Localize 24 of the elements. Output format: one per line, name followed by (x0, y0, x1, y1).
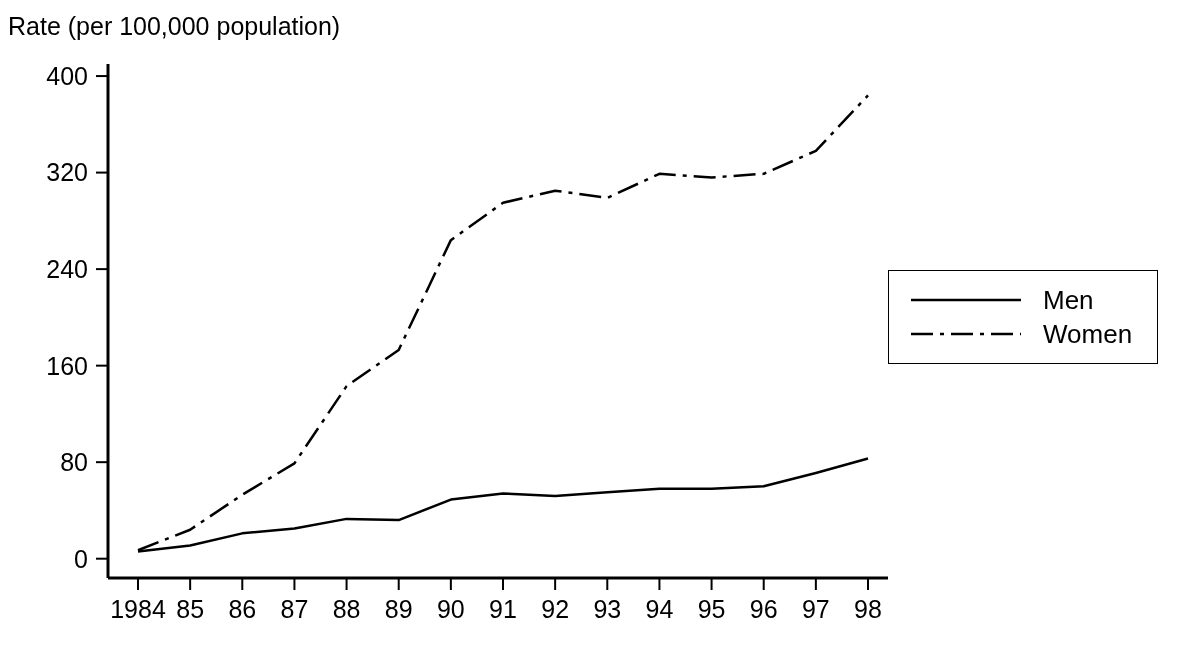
x-tick-label: 95 (697, 594, 726, 623)
x-tick-label: 89 (384, 594, 413, 623)
y-tick-label: 80 (60, 448, 88, 477)
y-tick-label: 160 (46, 351, 88, 380)
x-tick-label: 92 (541, 594, 570, 623)
x-tick-label: 87 (280, 594, 309, 623)
y-tick-label: 320 (46, 158, 88, 187)
legend-label: Women (1043, 318, 1133, 350)
x-tick-label: 93 (593, 594, 622, 623)
x-tick-label: 97 (801, 594, 830, 623)
x-tick-label: 98 (854, 594, 882, 623)
x-tick-label: 88 (332, 594, 361, 623)
legend-label: Men (1043, 284, 1094, 316)
x-tick-label: 85 (176, 594, 205, 623)
y-tick-label: 0 (74, 544, 88, 573)
y-tick-label: 400 (46, 61, 88, 90)
x-tick-label: 86 (228, 594, 257, 623)
y-tick-label: 240 (46, 254, 88, 283)
x-tick-label: 90 (436, 594, 465, 623)
x-tick-label: 96 (749, 594, 778, 623)
x-tick-label: 94 (645, 594, 674, 623)
x-tick-label: 1984 (110, 594, 166, 623)
x-tick-label: 91 (489, 594, 517, 623)
y-axis-title: Rate (per 100,000 population) (8, 12, 341, 41)
